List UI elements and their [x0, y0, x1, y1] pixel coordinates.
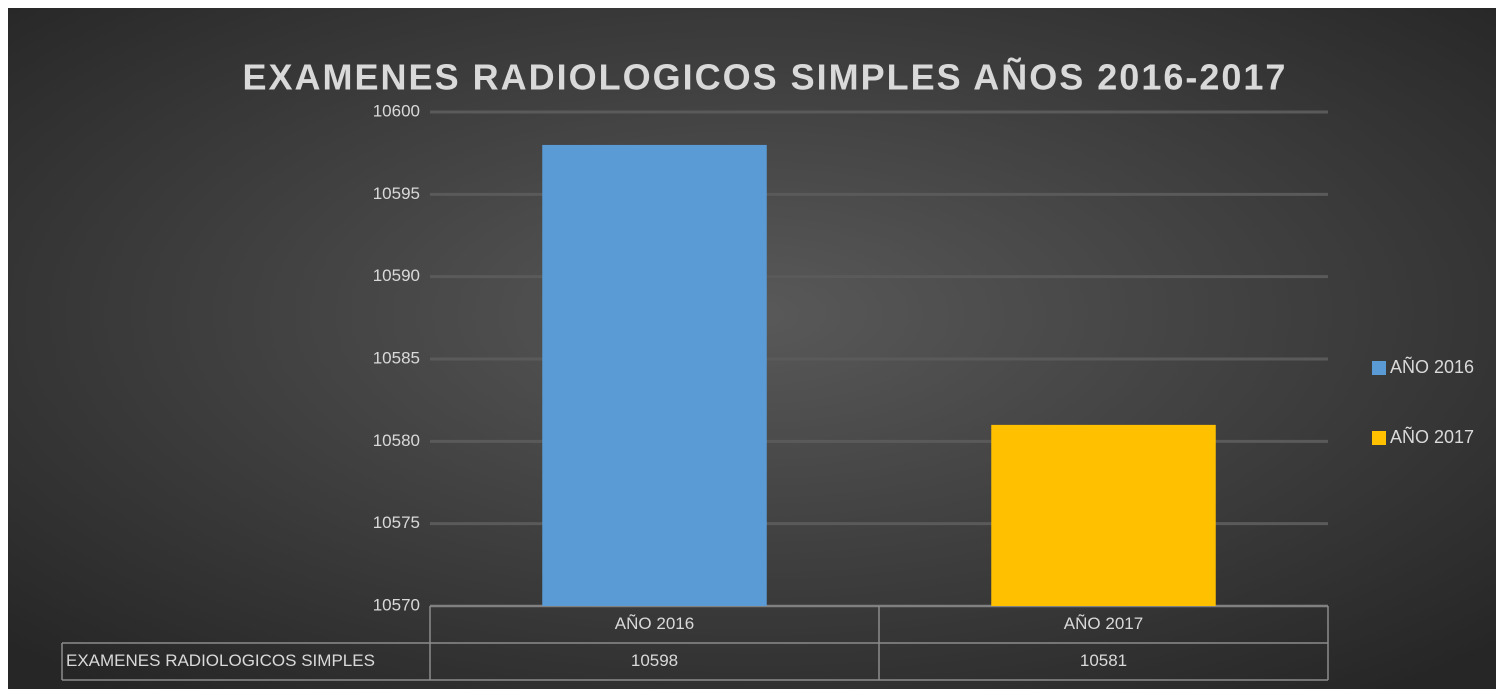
y-tick-label: 10575 — [373, 513, 420, 532]
y-tick-label: 10580 — [373, 431, 420, 450]
bar — [542, 144, 767, 606]
legend-swatch — [1372, 431, 1386, 445]
y-tick-label: 10585 — [373, 348, 420, 367]
legend-label: AÑO 2017 — [1390, 426, 1474, 447]
legend-label: AÑO 2016 — [1390, 356, 1474, 377]
table-row-header: EXAMENES RADIOLOGICOS SIMPLES — [66, 651, 375, 670]
x-tick-label: AÑO 2016 — [615, 614, 694, 633]
y-tick-label: 10595 — [373, 184, 420, 203]
chart-title: EXAMENES RADIOLOGICOS SIMPLES AÑOS 2016-… — [243, 56, 1288, 98]
legend-swatch — [1372, 361, 1386, 375]
table-value: 10598 — [631, 651, 678, 670]
table-value: 10581 — [1080, 651, 1127, 670]
bar — [991, 424, 1216, 606]
y-tick-label: 10570 — [373, 595, 420, 614]
y-tick-label: 10590 — [373, 266, 420, 285]
y-tick-label: 10600 — [373, 101, 420, 120]
x-tick-label: AÑO 2017 — [1064, 614, 1143, 633]
